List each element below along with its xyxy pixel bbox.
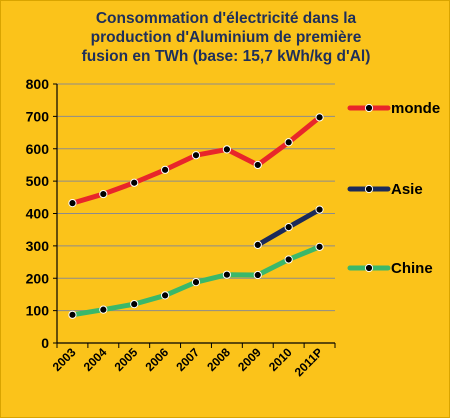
- x-tick-label: 2004: [81, 345, 110, 374]
- legend-label: Asie: [391, 181, 423, 198]
- data-point: [222, 145, 231, 154]
- y-tick-label: 800: [26, 76, 50, 92]
- data-point: [68, 199, 77, 208]
- legend-label: monde: [391, 100, 440, 117]
- data-point: [191, 151, 201, 160]
- data-point: [161, 165, 170, 174]
- data-point: [191, 278, 201, 287]
- y-tick-label: 0: [41, 335, 49, 351]
- x-tick-label: 2011P: [292, 345, 326, 379]
- series-Asie: [253, 205, 324, 250]
- data-point: [99, 189, 108, 199]
- data-point: [253, 240, 262, 250]
- y-tick-label: 200: [26, 270, 50, 286]
- legend-item-monde: monde: [347, 100, 440, 117]
- y-axis-ticks: 0 100 200 300 400 500 600 700 800: [26, 76, 50, 351]
- series-monde: [68, 113, 324, 208]
- series-Chine: [68, 242, 324, 319]
- chart-title-line-3: fusion en TWh (base: 15,7 kWh/kg d'Al): [81, 48, 371, 65]
- data-point: [315, 242, 324, 251]
- y-tick-label: 700: [26, 108, 50, 124]
- y-tick-label: 600: [26, 141, 50, 157]
- y-tick-label: 100: [26, 303, 50, 319]
- axes: [53, 83, 336, 348]
- legend: monde Asie Chine: [347, 100, 440, 277]
- chart-title: Consommation d'électricité dans la produ…: [41, 9, 411, 66]
- data-point: [284, 138, 293, 147]
- legend-item-Chine: Chine: [347, 260, 433, 277]
- chart-title-line-1: Consommation d'électricité dans la: [95, 10, 357, 27]
- x-tick-label: 2003: [50, 345, 79, 374]
- data-point: [68, 310, 77, 319]
- grid-lines: [57, 83, 335, 312]
- x-tick-label: 2008: [204, 345, 233, 374]
- data-point: [253, 270, 262, 280]
- chart-title-line-2: production d'Aluminium de première: [90, 29, 362, 46]
- data-point: [130, 178, 139, 187]
- x-tick-label: 2007: [173, 345, 202, 374]
- y-tick-label: 300: [26, 238, 50, 254]
- legend-item-Asie: Asie: [347, 181, 423, 198]
- data-point: [99, 305, 108, 314]
- series-line: [69, 114, 323, 206]
- series-lines: [68, 113, 324, 319]
- data-point: [315, 205, 324, 214]
- x-tick-label: 2006: [142, 345, 171, 374]
- data-point: [284, 222, 293, 232]
- y-tick-label: 400: [26, 206, 50, 222]
- data-point: [315, 113, 324, 122]
- data-point: [222, 270, 231, 279]
- data-point: [161, 291, 170, 300]
- y-tick-label: 500: [26, 173, 50, 189]
- legend-label: Chine: [391, 260, 433, 277]
- x-tick-label: 2005: [112, 345, 141, 374]
- data-point: [253, 160, 262, 170]
- data-point: [130, 300, 139, 309]
- legend-marker: [364, 184, 374, 194]
- x-tick-label: 2009: [235, 345, 264, 374]
- legend-marker: [364, 263, 374, 273]
- legend-marker: [364, 103, 374, 113]
- data-point: [284, 255, 293, 264]
